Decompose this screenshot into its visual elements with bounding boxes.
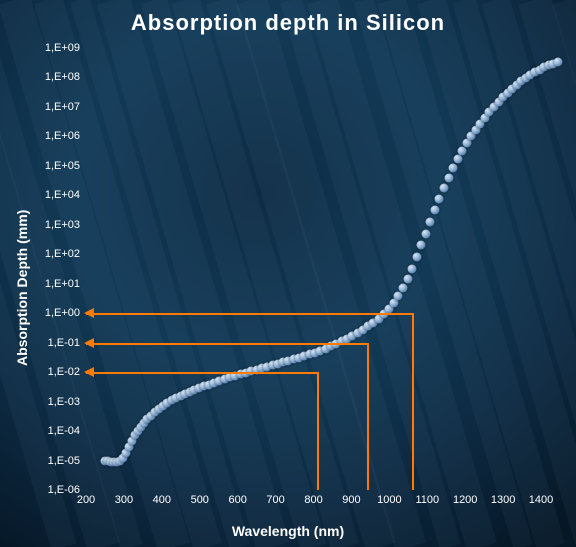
data-point [430, 206, 439, 215]
data-point [394, 292, 403, 301]
x-tick-label: 600 [228, 494, 246, 506]
y-tick-label: 1,E+04 [0, 189, 80, 201]
data-point [421, 229, 430, 238]
x-tick-label: 700 [266, 494, 284, 506]
y-tick-label: 1,E+00 [0, 307, 80, 319]
y-tick-label: 1,E-05 [0, 455, 80, 467]
x-tick-label: 1300 [491, 494, 515, 506]
x-tick-label: 200 [77, 494, 95, 506]
y-tick-label: 1,E+05 [0, 160, 80, 172]
data-point [453, 155, 462, 164]
y-tick-label: 1,E+06 [0, 130, 80, 142]
annotation-horizontal [86, 372, 317, 374]
data-point [439, 183, 448, 192]
x-tick-label: 300 [115, 494, 133, 506]
annotation-horizontal [86, 313, 412, 315]
data-point [417, 241, 426, 250]
x-axis-label: Wavelength (nm) [0, 523, 576, 539]
y-tick-label: 1,E+09 [0, 42, 80, 54]
chart-root: Absorption depth in Silicon Absorption D… [0, 0, 576, 547]
annotation-vertical [412, 313, 414, 490]
y-tick-label: 1,E+03 [0, 219, 80, 231]
annotation-arrowhead [84, 367, 94, 377]
y-tick-label: 1,E-03 [0, 396, 80, 408]
data-point [403, 275, 412, 284]
data-point [412, 253, 421, 262]
y-tick-label: 1,E+02 [0, 248, 80, 260]
data-point [553, 58, 562, 67]
y-tick-label: 1,E-04 [0, 425, 80, 437]
x-tick-label: 900 [342, 494, 360, 506]
x-tick-label: 400 [153, 494, 171, 506]
x-tick-label: 1100 [415, 494, 439, 506]
x-tick-label: 1400 [529, 494, 553, 506]
y-tick-label: 1,E+08 [0, 71, 80, 83]
annotation-vertical [367, 343, 369, 490]
x-tick-label: 1200 [453, 494, 477, 506]
data-point [458, 147, 467, 156]
y-tick-label: 1,E-06 [0, 484, 80, 496]
y-tick-label: 1,E+07 [0, 101, 80, 113]
data-point [444, 173, 453, 182]
data-point [408, 265, 417, 274]
annotation-vertical [317, 372, 319, 490]
chart-title: Absorption depth in Silicon [0, 10, 576, 36]
data-point [426, 217, 435, 226]
y-tick-label: 1,E-01 [0, 337, 80, 349]
data-point [399, 284, 408, 293]
annotation-arrowhead [84, 308, 94, 318]
data-point [449, 164, 458, 173]
plot-area [86, 48, 560, 490]
y-tick-label: 1,E+01 [0, 278, 80, 290]
annotation-arrowhead [84, 338, 94, 348]
annotation-horizontal [86, 343, 367, 345]
x-tick-label: 800 [304, 494, 322, 506]
data-point [435, 194, 444, 203]
x-tick-label: 500 [191, 494, 209, 506]
y-tick-label: 1,E-02 [0, 366, 80, 378]
x-tick-label: 1000 [377, 494, 401, 506]
